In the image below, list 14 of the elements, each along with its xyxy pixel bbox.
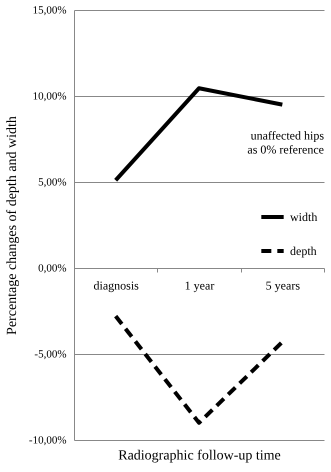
- y-tick-label: 10,00%: [32, 90, 66, 102]
- x-tick-label: 5 years: [266, 278, 300, 292]
- y-tick-label: 5,00%: [38, 176, 66, 188]
- legend-label: depth: [290, 244, 317, 258]
- annotation: unaffected hips as 0% reference: [247, 128, 324, 156]
- x-tick-label: 1 year: [184, 278, 214, 292]
- y-tick-label: -5,00%: [34, 348, 66, 360]
- y-axis-title: Percentage changes of depth and width: [4, 116, 20, 335]
- y-tick-label: 15,00%: [32, 4, 66, 16]
- y-tick-label: 0,00%: [38, 262, 66, 274]
- x-tick-label: diagnosis: [93, 278, 140, 292]
- legend-label: width: [290, 210, 318, 224]
- y-tick-label: -10,00%: [28, 434, 66, 446]
- x-axis-title: Radiographic follow-up time: [118, 448, 281, 464]
